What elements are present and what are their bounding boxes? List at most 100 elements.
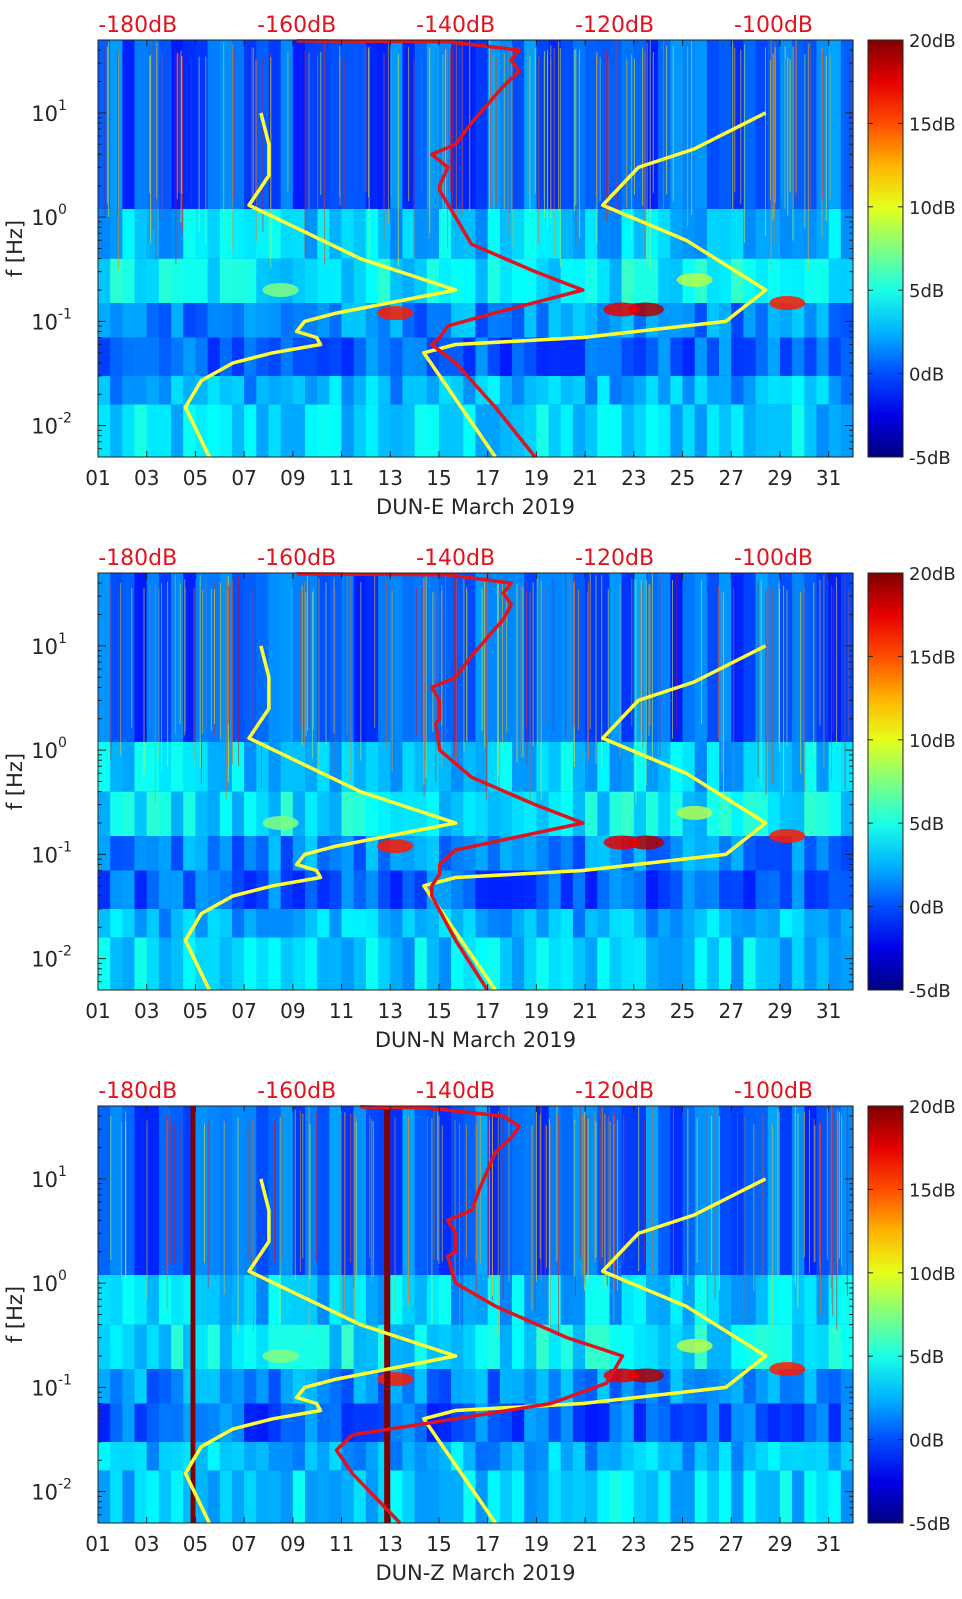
spectrogram-heatmap [98,1106,854,1523]
colorbar-tick-label: 20dB [909,1097,956,1118]
x-tick-label: 13 [378,1532,403,1556]
top-db-tick-label: -180dB [98,1079,177,1104]
psd-curve-3 [296,572,585,991]
psd-curve-3 [296,39,585,459]
top-db-tick-label: -180dB [98,13,177,38]
y-tick-label: 10 [31,1168,58,1192]
colorbar-tick-label: 10dB [909,1264,956,1285]
x-tick-label: 19 [524,999,549,1023]
x-tick-label: 07 [231,466,256,490]
x-tick-label: 19 [524,466,549,490]
top-db-tick-label: -140dB [416,13,495,38]
psd-curve-1 [183,1178,458,1524]
y-tick-exponent: -1 [58,306,72,322]
x-tick-label: 01 [85,1532,110,1556]
top-db-tick-label: -120dB [575,13,654,38]
x-tick-label: 11 [329,1532,354,1556]
y-tick-label: 10 [31,102,58,126]
y-axis-label: f [Hz] [3,1286,27,1343]
x-tick-label: 27 [718,1532,743,1556]
x-tick-label: 15 [426,1532,451,1556]
colorbar-tick-label: 10dB [909,198,956,219]
top-db-tick-label: -120dB [575,546,654,571]
top-db-tick-label: -140dB [416,1079,495,1104]
y-tick-label: 10 [31,415,58,439]
x-tick-label: 25 [670,466,695,490]
colorbar-tick-label: -5dB [909,448,951,469]
y-tick-label: 10 [31,635,58,659]
y-tick-exponent: -2 [58,944,72,960]
colorbar-tick-label: 10dB [909,731,956,752]
top-db-tick-label: -180dB [98,546,177,571]
colorbar: 20dB 15dB 10dB 5dB 0dB -5dB [867,564,956,1002]
colorbar-tick-label: -5dB [909,981,951,1002]
data-gap-band-2 [384,1106,391,1523]
x-tick-label: 27 [718,999,743,1023]
x-tick-label: 07 [231,1532,256,1556]
spectrogram-heatmap [98,573,854,990]
top-db-tick-label: -140dB [416,546,495,571]
colorbar-tick-label: -5dB [909,1514,951,1535]
y-axis-label: f [Hz] [3,220,27,277]
y-tick-exponent: 0 [58,202,67,218]
x-tick-label: 17 [475,466,500,490]
x-axis-label: DUN-Z March 2019 [375,1561,575,1585]
x-tick-label: 23 [621,1532,646,1556]
psd-curve-2 [422,111,768,458]
x-tick-label: 15 [426,466,451,490]
psd-curve-1 [183,112,458,458]
x-tick-label: 31 [816,999,841,1023]
y-tick-exponent: 1 [58,1164,67,1180]
x-tick-label: 05 [183,1532,208,1556]
y-tick-exponent: 1 [58,98,67,114]
top-db-tick-label: -100dB [734,13,813,38]
x-tick-label: 07 [231,999,256,1023]
x-tick-label: 09 [280,999,305,1023]
colorbar-tick-label: 0dB [909,898,944,919]
top-db-tick-label: -160dB [257,13,336,38]
psd-curve-2 [422,644,768,991]
x-tick-label: 17 [475,1532,500,1556]
top-db-tick-label: -160dB [257,1079,336,1104]
y-tick-exponent: 1 [58,631,67,647]
colorbar: 20dB 15dB 10dB 5dB 0dB -5dB [867,31,956,469]
x-tick-label: 03 [134,466,159,490]
y-tick-label: 10 [31,739,58,763]
psd-curve-2 [422,1177,768,1524]
x-tick-label: 05 [183,466,208,490]
colorbar-tick-label: 20dB [909,564,956,585]
y-tick-exponent: -2 [58,411,72,427]
y-axis-label: f [Hz] [3,753,27,810]
top-db-tick-label: -160dB [257,546,336,571]
x-tick-label: 25 [670,1532,695,1556]
y-tick-exponent: 0 [58,1268,67,1284]
y-tick-label: 10 [31,1481,58,1505]
x-tick-label: 31 [816,466,841,490]
x-tick-label: 27 [718,466,743,490]
psd-curve-3 [334,1105,625,1525]
y-tick-label: 10 [31,1272,58,1296]
x-tick-label: 23 [621,466,646,490]
top-db-tick-label: -100dB [734,1079,813,1104]
y-tick-exponent: -2 [58,1477,72,1493]
data-gap-band-1 [190,1106,196,1523]
colorbar-tick-label: 5dB [909,1347,944,1368]
colorbar-tick-label: 0dB [909,365,944,386]
x-tick-label: 15 [426,999,451,1023]
colorbar-tick-label: 15dB [909,114,956,135]
x-tick-label: 23 [621,999,646,1023]
top-db-tick-label: -120dB [575,1079,654,1104]
x-tick-label: 01 [85,999,110,1023]
x-tick-label: 31 [816,1532,841,1556]
top-db-tick-label: -100dB [734,546,813,571]
x-tick-label: 01 [85,466,110,490]
y-tick-exponent: -1 [58,1372,72,1388]
y-tick-label: 10 [31,843,58,867]
y-tick-label: 10 [31,1376,58,1400]
x-axis-label: DUN-N March 2019 [375,1028,576,1052]
x-tick-label: 21 [572,466,597,490]
colorbar-tick-label: 15dB [909,647,956,668]
